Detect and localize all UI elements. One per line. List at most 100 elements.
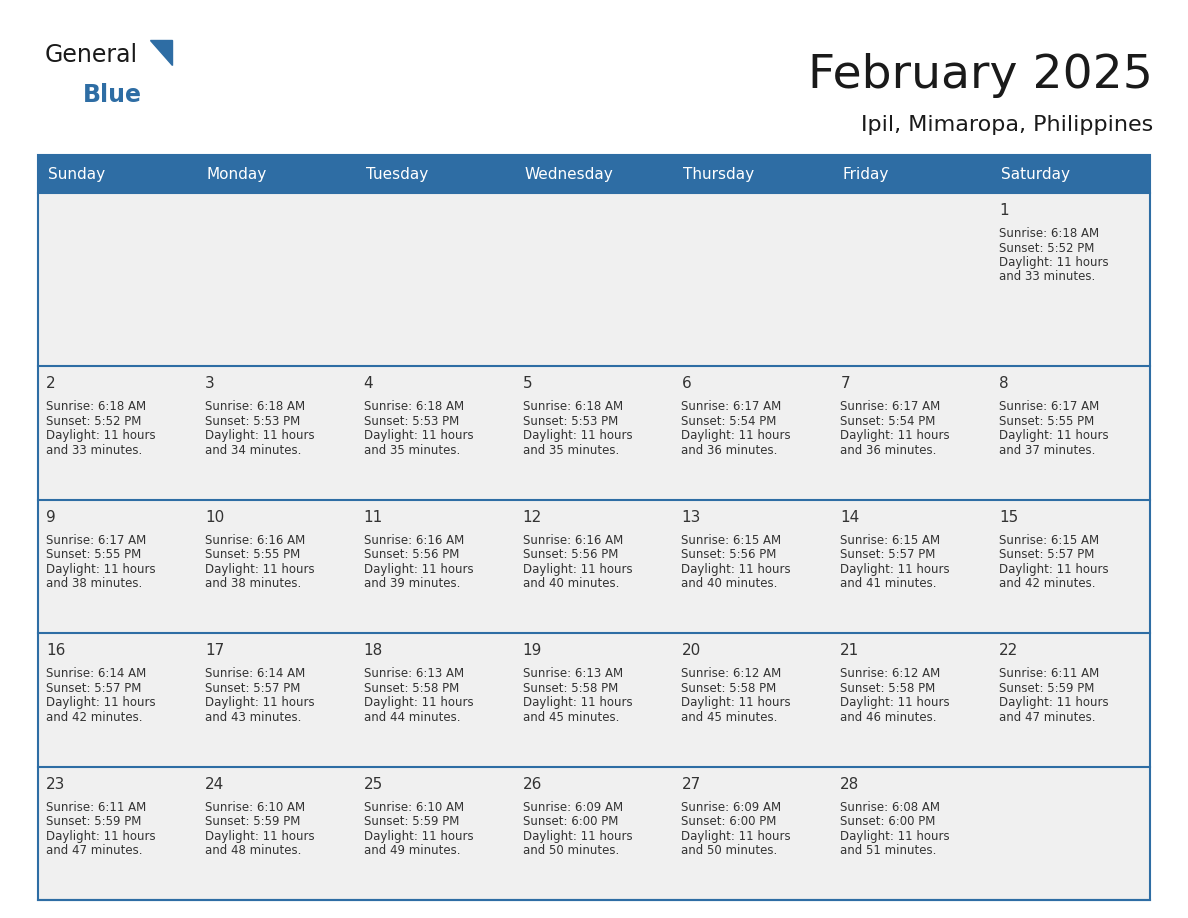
Text: Sunset: 5:57 PM: Sunset: 5:57 PM xyxy=(999,548,1094,561)
Text: 9: 9 xyxy=(46,509,56,525)
Text: February 2025: February 2025 xyxy=(808,52,1154,97)
Text: Sunset: 5:54 PM: Sunset: 5:54 PM xyxy=(840,415,936,428)
Bar xyxy=(514,366,674,499)
Bar xyxy=(991,366,1150,499)
Text: Sunset: 5:57 PM: Sunset: 5:57 PM xyxy=(204,681,301,695)
Text: Sunrise: 6:11 AM: Sunrise: 6:11 AM xyxy=(46,800,146,813)
Text: Sunset: 5:52 PM: Sunset: 5:52 PM xyxy=(999,241,1094,254)
Bar xyxy=(514,155,674,193)
Bar xyxy=(991,633,1150,767)
Text: Monday: Monday xyxy=(207,166,267,182)
Text: 21: 21 xyxy=(840,644,860,658)
Text: Sunset: 5:58 PM: Sunset: 5:58 PM xyxy=(364,681,459,695)
Text: and 34 minutes.: and 34 minutes. xyxy=(204,443,302,457)
Text: Daylight: 11 hours: Daylight: 11 hours xyxy=(999,563,1108,576)
Text: General: General xyxy=(45,43,138,67)
Text: Sunrise: 6:13 AM: Sunrise: 6:13 AM xyxy=(523,667,623,680)
Text: Sunset: 6:00 PM: Sunset: 6:00 PM xyxy=(840,815,936,828)
Text: and 49 minutes.: and 49 minutes. xyxy=(364,844,460,857)
Text: Sunrise: 6:18 AM: Sunrise: 6:18 AM xyxy=(523,400,623,413)
Text: 6: 6 xyxy=(682,376,691,391)
Text: and 51 minutes.: and 51 minutes. xyxy=(840,844,936,857)
Text: 24: 24 xyxy=(204,777,225,791)
Text: Sunrise: 6:14 AM: Sunrise: 6:14 AM xyxy=(46,667,146,680)
Text: Sunrise: 6:16 AM: Sunrise: 6:16 AM xyxy=(364,533,465,546)
Text: 10: 10 xyxy=(204,509,225,525)
Text: and 48 minutes.: and 48 minutes. xyxy=(204,844,302,857)
Text: Sunrise: 6:13 AM: Sunrise: 6:13 AM xyxy=(364,667,463,680)
Text: Sunset: 5:56 PM: Sunset: 5:56 PM xyxy=(523,548,618,561)
Bar xyxy=(197,193,355,366)
Text: 22: 22 xyxy=(999,644,1018,658)
Text: and 40 minutes.: and 40 minutes. xyxy=(682,577,778,590)
Text: 1: 1 xyxy=(999,203,1009,218)
Text: Daylight: 11 hours: Daylight: 11 hours xyxy=(46,430,156,442)
Text: Sunset: 6:00 PM: Sunset: 6:00 PM xyxy=(682,815,777,828)
Text: and 35 minutes.: and 35 minutes. xyxy=(364,443,460,457)
Text: Daylight: 11 hours: Daylight: 11 hours xyxy=(682,430,791,442)
Text: Daylight: 11 hours: Daylight: 11 hours xyxy=(523,430,632,442)
Text: Daylight: 11 hours: Daylight: 11 hours xyxy=(682,696,791,709)
Text: Daylight: 11 hours: Daylight: 11 hours xyxy=(204,563,315,576)
Text: Daylight: 11 hours: Daylight: 11 hours xyxy=(364,563,473,576)
Text: Sunrise: 6:10 AM: Sunrise: 6:10 AM xyxy=(364,800,463,813)
Bar xyxy=(514,767,674,900)
Bar xyxy=(514,193,674,366)
Text: and 47 minutes.: and 47 minutes. xyxy=(999,711,1095,723)
Text: Sunrise: 6:17 AM: Sunrise: 6:17 AM xyxy=(999,400,1099,413)
Text: 19: 19 xyxy=(523,644,542,658)
Text: Daylight: 11 hours: Daylight: 11 hours xyxy=(523,563,632,576)
Text: Sunset: 5:55 PM: Sunset: 5:55 PM xyxy=(46,548,141,561)
Text: Sunset: 5:58 PM: Sunset: 5:58 PM xyxy=(840,681,935,695)
Text: and 45 minutes.: and 45 minutes. xyxy=(523,711,619,723)
Text: Sunrise: 6:15 AM: Sunrise: 6:15 AM xyxy=(682,533,782,546)
Text: Sunrise: 6:17 AM: Sunrise: 6:17 AM xyxy=(46,533,146,546)
Text: Thursday: Thursday xyxy=(683,166,754,182)
Bar xyxy=(833,366,991,499)
Bar xyxy=(355,499,514,633)
Text: Daylight: 11 hours: Daylight: 11 hours xyxy=(46,563,156,576)
Text: Sunrise: 6:15 AM: Sunrise: 6:15 AM xyxy=(840,533,941,546)
Text: Daylight: 11 hours: Daylight: 11 hours xyxy=(46,830,156,843)
Text: Sunrise: 6:18 AM: Sunrise: 6:18 AM xyxy=(204,400,305,413)
Text: 23: 23 xyxy=(46,777,65,791)
Text: Daylight: 11 hours: Daylight: 11 hours xyxy=(204,430,315,442)
Bar xyxy=(355,767,514,900)
Bar xyxy=(38,155,1150,900)
Bar xyxy=(38,633,197,767)
Text: 12: 12 xyxy=(523,509,542,525)
Text: and 44 minutes.: and 44 minutes. xyxy=(364,711,460,723)
Bar xyxy=(197,366,355,499)
Text: 2: 2 xyxy=(46,376,56,391)
Text: and 36 minutes.: and 36 minutes. xyxy=(840,443,936,457)
Text: and 43 minutes.: and 43 minutes. xyxy=(204,711,302,723)
Bar xyxy=(833,499,991,633)
Text: Daylight: 11 hours: Daylight: 11 hours xyxy=(364,430,473,442)
Text: 13: 13 xyxy=(682,509,701,525)
Text: Sunset: 5:56 PM: Sunset: 5:56 PM xyxy=(682,548,777,561)
Bar xyxy=(833,633,991,767)
Text: 17: 17 xyxy=(204,644,225,658)
Text: and 36 minutes.: and 36 minutes. xyxy=(682,443,778,457)
Bar xyxy=(833,767,991,900)
Text: Sunset: 5:57 PM: Sunset: 5:57 PM xyxy=(840,548,936,561)
Text: 14: 14 xyxy=(840,509,860,525)
Text: and 50 minutes.: and 50 minutes. xyxy=(682,844,778,857)
Text: Daylight: 11 hours: Daylight: 11 hours xyxy=(523,830,632,843)
Bar xyxy=(355,155,514,193)
Text: 4: 4 xyxy=(364,376,373,391)
Bar xyxy=(197,767,355,900)
Bar xyxy=(514,499,674,633)
Text: Friday: Friday xyxy=(842,166,889,182)
Text: Sunrise: 6:16 AM: Sunrise: 6:16 AM xyxy=(523,533,623,546)
Text: 8: 8 xyxy=(999,376,1009,391)
Text: 25: 25 xyxy=(364,777,383,791)
Text: 3: 3 xyxy=(204,376,215,391)
Text: Sunset: 5:59 PM: Sunset: 5:59 PM xyxy=(364,815,459,828)
Text: Sunrise: 6:09 AM: Sunrise: 6:09 AM xyxy=(523,800,623,813)
Bar xyxy=(991,193,1150,366)
Text: Sunrise: 6:17 AM: Sunrise: 6:17 AM xyxy=(840,400,941,413)
Text: Daylight: 11 hours: Daylight: 11 hours xyxy=(364,696,473,709)
Bar xyxy=(833,155,991,193)
Text: Sunset: 5:58 PM: Sunset: 5:58 PM xyxy=(523,681,618,695)
